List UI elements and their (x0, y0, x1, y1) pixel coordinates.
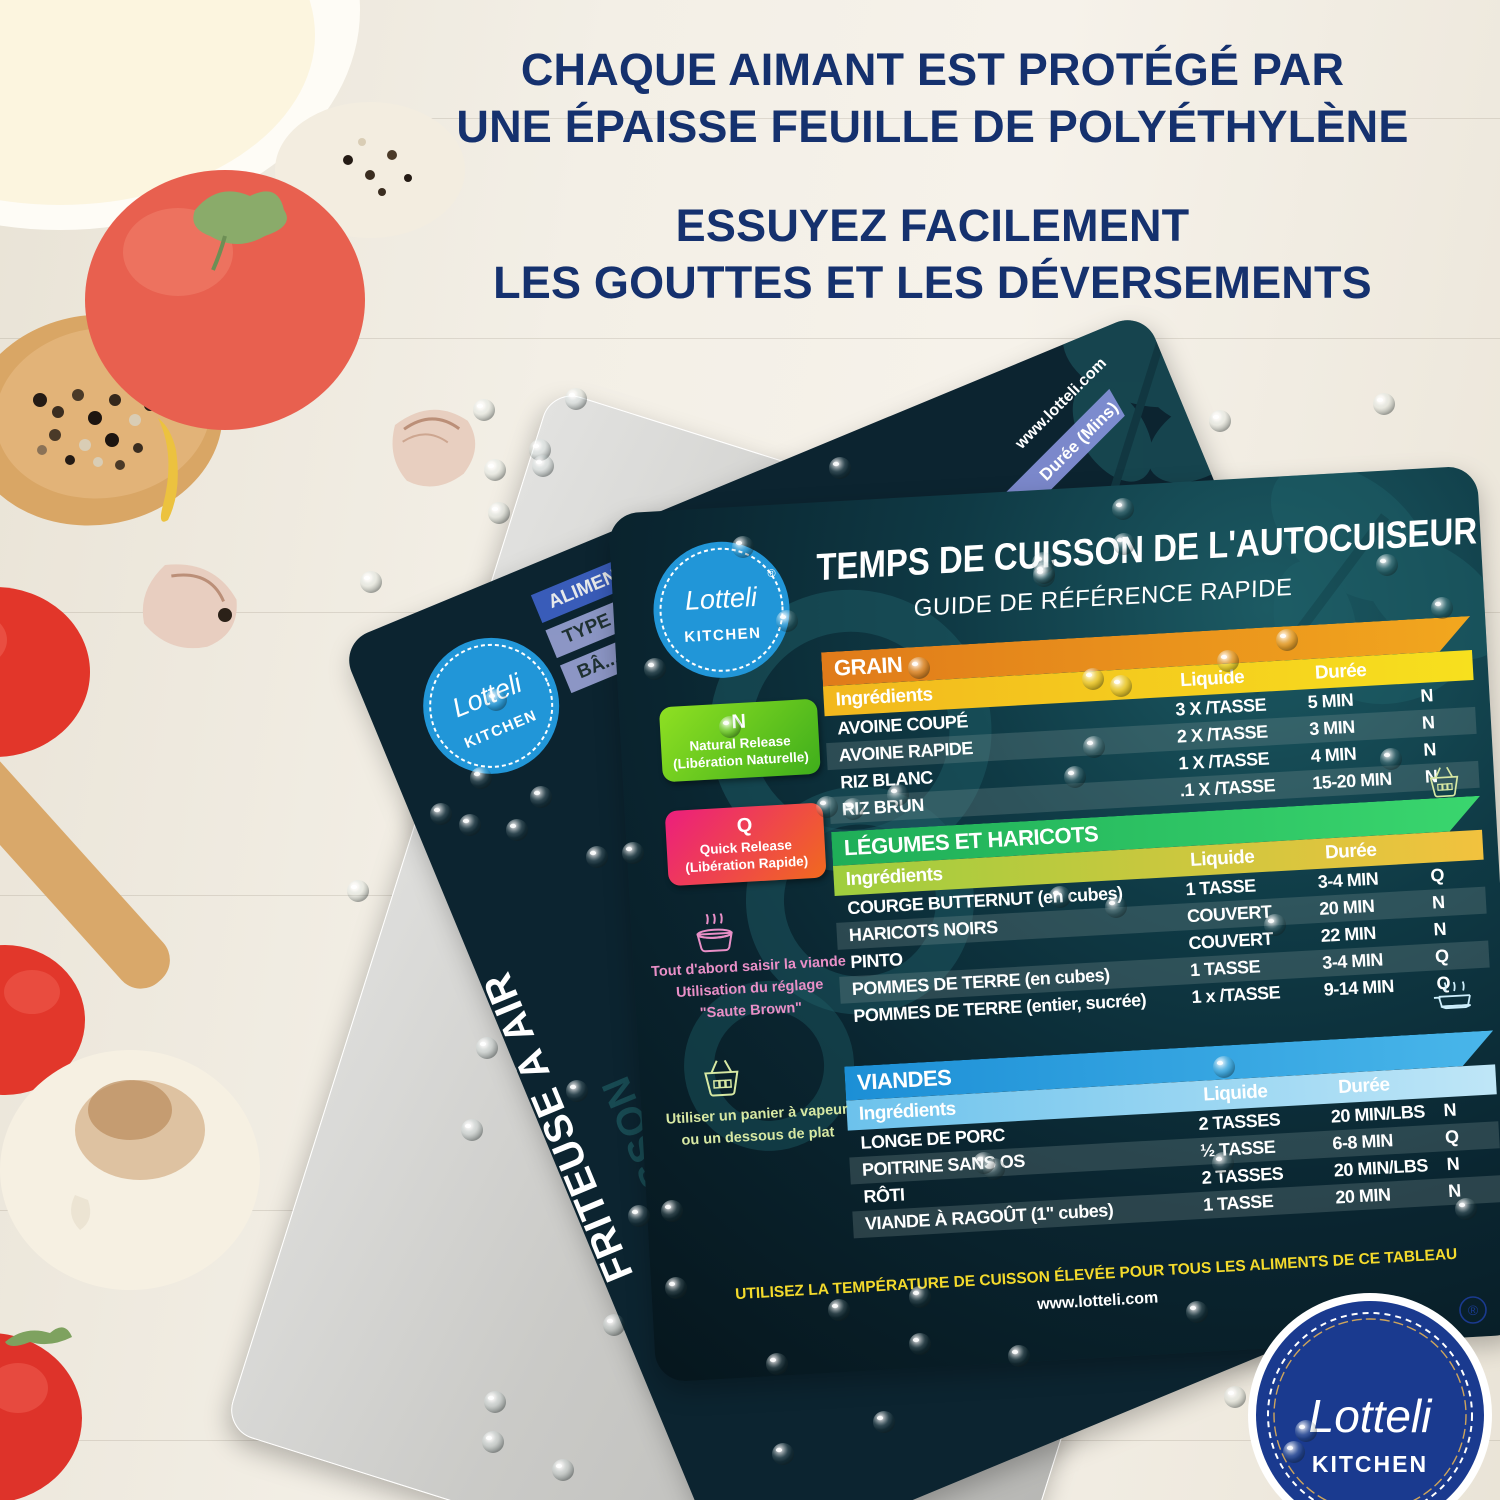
svg-text:KITCHEN: KITCHEN (1312, 1451, 1428, 1477)
svg-text:Lotteli: Lotteli (1309, 1390, 1434, 1442)
svg-text:®: ® (1468, 1302, 1479, 1318)
